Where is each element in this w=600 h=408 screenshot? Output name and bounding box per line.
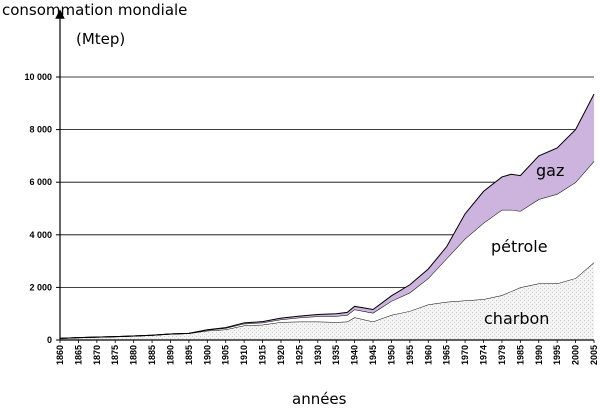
x-tick-label-1920: 1920 bbox=[276, 345, 286, 365]
x-tick-label-1935: 1935 bbox=[331, 345, 341, 365]
y-tick-label-6000: 6 000 bbox=[29, 177, 52, 187]
unit-label: (Mtep) bbox=[76, 30, 125, 48]
x-tick-label-1880: 1880 bbox=[129, 345, 139, 365]
boundary-gaz bbox=[59, 93, 595, 339]
x-tick-label-2005: 2005 bbox=[589, 345, 599, 365]
x-tick-label-1950: 1950 bbox=[386, 345, 396, 365]
x-tick-label-1925: 1925 bbox=[294, 345, 304, 365]
axes bbox=[55, 9, 594, 341]
x-tick-label-1970: 1970 bbox=[460, 345, 470, 365]
y-tick-label-4000: 4 000 bbox=[29, 230, 52, 240]
y-tick-label-2000: 2 000 bbox=[29, 282, 52, 292]
tick-labels: 0 2 000 4 000 6 000 8 000 10 000 1860 1865 1870 1… bbox=[24, 72, 599, 365]
x-tick-label-1990: 1990 bbox=[534, 345, 544, 365]
x-tick-label-2000: 2000 bbox=[571, 345, 581, 365]
x-axis-title: années bbox=[292, 390, 347, 408]
chart-title: consommation mondiale bbox=[2, 1, 187, 19]
x-tick-label-1890: 1890 bbox=[165, 345, 175, 365]
x-tick-label-1870: 1870 bbox=[92, 345, 102, 365]
y-tick-label-0: 0 bbox=[47, 335, 52, 345]
x-tick-label-1979: 1979 bbox=[497, 345, 507, 365]
x-tick-label-1965: 1965 bbox=[442, 345, 452, 365]
x-tick-label-1974: 1974 bbox=[479, 345, 489, 365]
x-tick-label-1910: 1910 bbox=[239, 345, 249, 365]
area-petrole bbox=[60, 161, 594, 339]
area-layers bbox=[59, 93, 595, 340]
x-tick-label-1875: 1875 bbox=[110, 345, 120, 365]
x-tick-label-1960: 1960 bbox=[423, 345, 433, 365]
y-tick-label-8000: 8 000 bbox=[29, 125, 52, 135]
x-tick-label-1940: 1940 bbox=[350, 345, 360, 365]
x-tick-label-1945: 1945 bbox=[368, 345, 378, 365]
series-label-charbon: charbon bbox=[484, 309, 549, 328]
x-tick-label-1930: 1930 bbox=[313, 345, 323, 365]
area-gaz bbox=[60, 94, 594, 339]
x-tick-label-1860: 1860 bbox=[55, 345, 65, 365]
x-tick-label-1895: 1895 bbox=[184, 345, 194, 365]
x-tick-label-1885: 1885 bbox=[147, 345, 157, 365]
x-tick-label-1865: 1865 bbox=[73, 345, 83, 365]
y-tick-label-10000: 10 000 bbox=[24, 72, 52, 82]
x-tick-label-1900: 1900 bbox=[202, 345, 212, 365]
x-tick-label-1985: 1985 bbox=[515, 345, 525, 365]
x-tick-label-1915: 1915 bbox=[258, 345, 268, 365]
series-label-petrole: pétrole bbox=[491, 237, 548, 256]
series-label-gaz: gaz bbox=[536, 161, 564, 180]
x-tick-label-1955: 1955 bbox=[405, 345, 415, 365]
area-charbon bbox=[60, 262, 594, 340]
x-tick-label-1995: 1995 bbox=[552, 345, 562, 365]
x-tick-label-1905: 1905 bbox=[221, 345, 231, 365]
